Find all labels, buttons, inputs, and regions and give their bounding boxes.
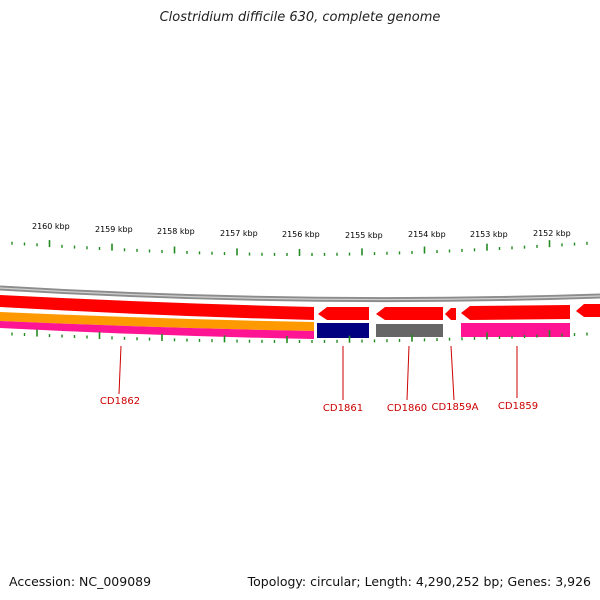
genome-summary-text: Topology: circular; Length: 4,290,252 bp… <box>247 574 591 589</box>
upper-scale-ticks <box>11 240 588 256</box>
scale-label-2156: 2156 kbp <box>282 230 320 239</box>
gene-labels: CD1862 CD1861 CD1860 CD1859A CD1859 <box>100 396 538 414</box>
scale-label-2159: 2159 kbp <box>95 225 133 234</box>
gene-band-orange <box>0 312 314 331</box>
gene-label-cd1859: CD1859 <box>498 401 538 412</box>
accession-text: Accession: NC_009089 <box>9 574 152 589</box>
backbone-inner <box>0 287 600 301</box>
leader-cd1859a <box>450 345 455 401</box>
lower-scale-ticks <box>11 329 588 343</box>
scale-label-2160: 2160 kbp <box>32 222 70 231</box>
scale-label-2155: 2155 kbp <box>345 231 383 240</box>
scale-label-2154: 2154 kbp <box>408 230 446 239</box>
scale-label-2158: 2158 kbp <box>157 227 195 236</box>
gene-label-cd1860: CD1860 <box>387 403 427 414</box>
gene-block-cd1861 <box>317 323 369 338</box>
cds-arrow-cd1860 <box>376 307 443 320</box>
cds-band-cd1862 <box>0 295 314 320</box>
scale-label-2153: 2153 kbp <box>470 230 508 239</box>
gene-label-cd1862: CD1862 <box>100 396 140 407</box>
leader-cd1860 <box>406 345 410 401</box>
leader-cd1862 <box>118 345 122 395</box>
gene-label-leaders <box>118 345 518 401</box>
cds-arrow-cd1859a <box>445 308 456 320</box>
scale-label-2152: 2152 kbp <box>533 229 571 238</box>
cds-arrow-cd1861 <box>318 307 369 320</box>
map-title: Clostridium difficile 630, complete geno… <box>159 10 441 25</box>
cds-arrow-cd1859 <box>461 305 570 320</box>
gene-label-cd1859a: CD1859A <box>432 402 479 413</box>
gene-label-cd1861: CD1861 <box>323 403 363 414</box>
scale-labels: 2160 kbp 2159 kbp 2158 kbp 2157 kbp 2156… <box>32 222 571 240</box>
cds-arrow-next <box>576 304 600 317</box>
gene-block-cd1859 <box>461 323 570 337</box>
gene-block-cd1860 <box>376 324 443 337</box>
scale-label-2157: 2157 kbp <box>220 229 258 238</box>
gene-band-pink <box>0 321 314 339</box>
